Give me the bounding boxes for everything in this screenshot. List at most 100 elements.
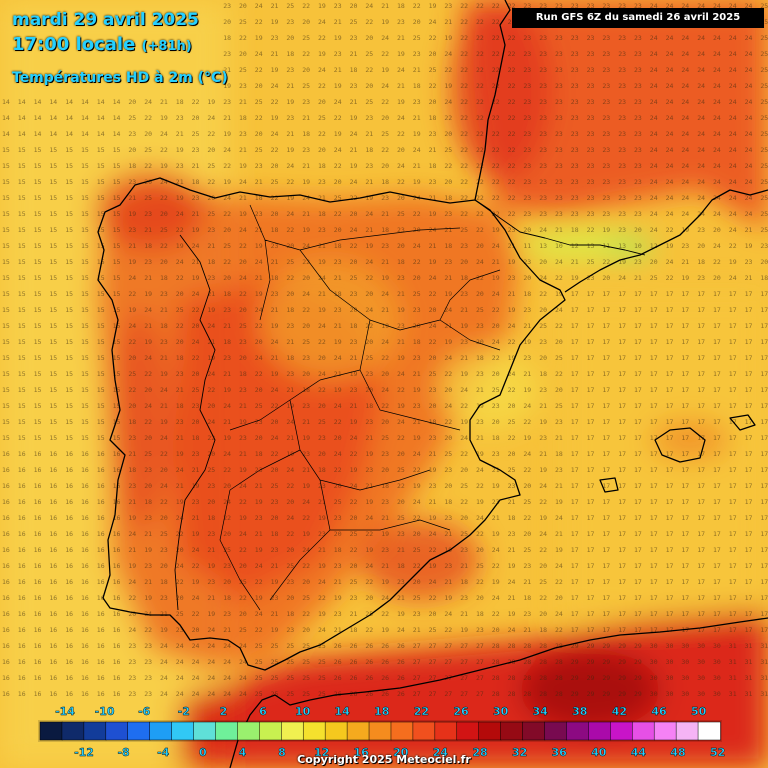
grid-value: 20 [239,2,247,10]
grid-value: 17 [650,450,658,458]
grid-value: 21 [555,530,563,538]
grid-value: 20 [160,562,168,570]
grid-value: 25 [365,610,373,618]
grid-value: 24 [681,178,689,186]
grid-value: 19 [176,194,184,202]
grid-value: 23 [207,274,215,282]
grid-value: 18 [460,578,468,586]
grid-value: 20 [760,258,768,266]
grid-value: 24 [666,162,674,170]
grid-value: 16 [18,578,26,586]
grid-value: 13 [618,242,626,250]
grid-value: 20 [492,370,500,378]
grid-value: 25 [444,146,452,154]
grid-value: 24 [650,146,658,154]
grid-value: 20 [476,338,484,346]
grid-value: 17 [681,562,689,570]
grid-value: 23 [602,194,610,202]
grid-value: 28 [555,658,563,666]
grid-value: 22 [476,82,484,90]
grid-value: 24 [697,146,705,154]
grid-value: 20 [413,530,421,538]
grid-value: 21 [397,594,405,602]
grid-value: 24 [302,290,310,298]
grid-value: 17 [666,322,674,330]
grid-value: 17 [760,626,768,634]
grid-value: 21 [508,242,516,250]
grid-value: 17 [697,578,705,586]
grid-value: 24 [271,434,279,442]
grid-value: 16 [81,546,89,554]
grid-value: 23 [271,498,279,506]
grid-value: 21 [223,114,231,122]
legend-swatch [259,721,283,741]
grid-value: 17 [618,482,626,490]
grid-value: 19 [429,514,437,522]
grid-value: 28 [523,642,531,650]
grid-value: 19 [555,546,563,554]
grid-value: 21 [397,34,405,42]
grid-value: 16 [34,626,42,634]
grid-value: 23 [555,162,563,170]
grid-value: 21 [444,530,452,538]
legend-bottom-label: 40 [591,746,607,759]
grid-value: 17 [587,578,595,586]
grid-value: 23 [381,546,389,554]
grid-value: 23 [618,130,626,138]
grid-value: 29 [602,674,610,682]
france-med-coastline [564,189,768,293]
grid-value: 24 [666,130,674,138]
grid-value: 16 [34,690,42,698]
legend-top-label: -10 [95,705,115,718]
grid-value: 24 [681,98,689,106]
grid-value: 22 [239,546,247,554]
grid-value: 16 [34,482,42,490]
grid-value: 19 [350,370,358,378]
grid-value: 25 [239,626,247,634]
grid-value: 20 [334,530,342,538]
grid-value: 20 [523,482,531,490]
grid-value: 30 [681,658,689,666]
grid-value: 24 [697,162,705,170]
grid-value: 22 [539,594,547,602]
grid-value: 22 [192,354,200,362]
grid-value: 14 [34,98,42,106]
grid-value: 16 [2,690,10,698]
grid-value: 19 [239,162,247,170]
grid-value: 25 [239,66,247,74]
grid-value: 21 [286,338,294,346]
grid-value: 19 [508,610,516,618]
grid-value: 23 [539,114,547,122]
grid-value: 19 [334,594,342,602]
grid-value: 17 [729,626,737,634]
grid-value: 21 [681,258,689,266]
grid-value: 15 [49,210,57,218]
grid-value: 23 [397,530,405,538]
grid-value: 14 [2,130,10,138]
grid-value: 21 [128,194,136,202]
legend-bottom-label: 0 [199,746,207,759]
grid-value: 22 [381,354,389,362]
grid-value: 15 [97,306,105,314]
grid-value: 24 [176,466,184,474]
grid-value: 24 [729,274,737,282]
grid-value: 19 [271,322,279,330]
grid-value: 15 [34,258,42,266]
grid-value: 17 [602,450,610,458]
grid-value: 20 [381,418,389,426]
grid-value: 16 [97,674,105,682]
grid-value: 25 [318,674,326,682]
grid-value: 15 [65,146,73,154]
grid-value: 20 [476,242,484,250]
grid-value: 22 [350,242,358,250]
grid-value: 22 [302,258,310,266]
grid-value: 25 [760,98,768,106]
grid-value: 15 [34,322,42,330]
grid-value: 24 [650,34,658,42]
grid-value: 15 [34,274,42,282]
grid-value: 17 [745,546,753,554]
grid-value: 17 [587,482,595,490]
grid-value: 16 [97,482,105,490]
grid-value: 16 [81,626,89,634]
grid-value: 22 [492,146,500,154]
